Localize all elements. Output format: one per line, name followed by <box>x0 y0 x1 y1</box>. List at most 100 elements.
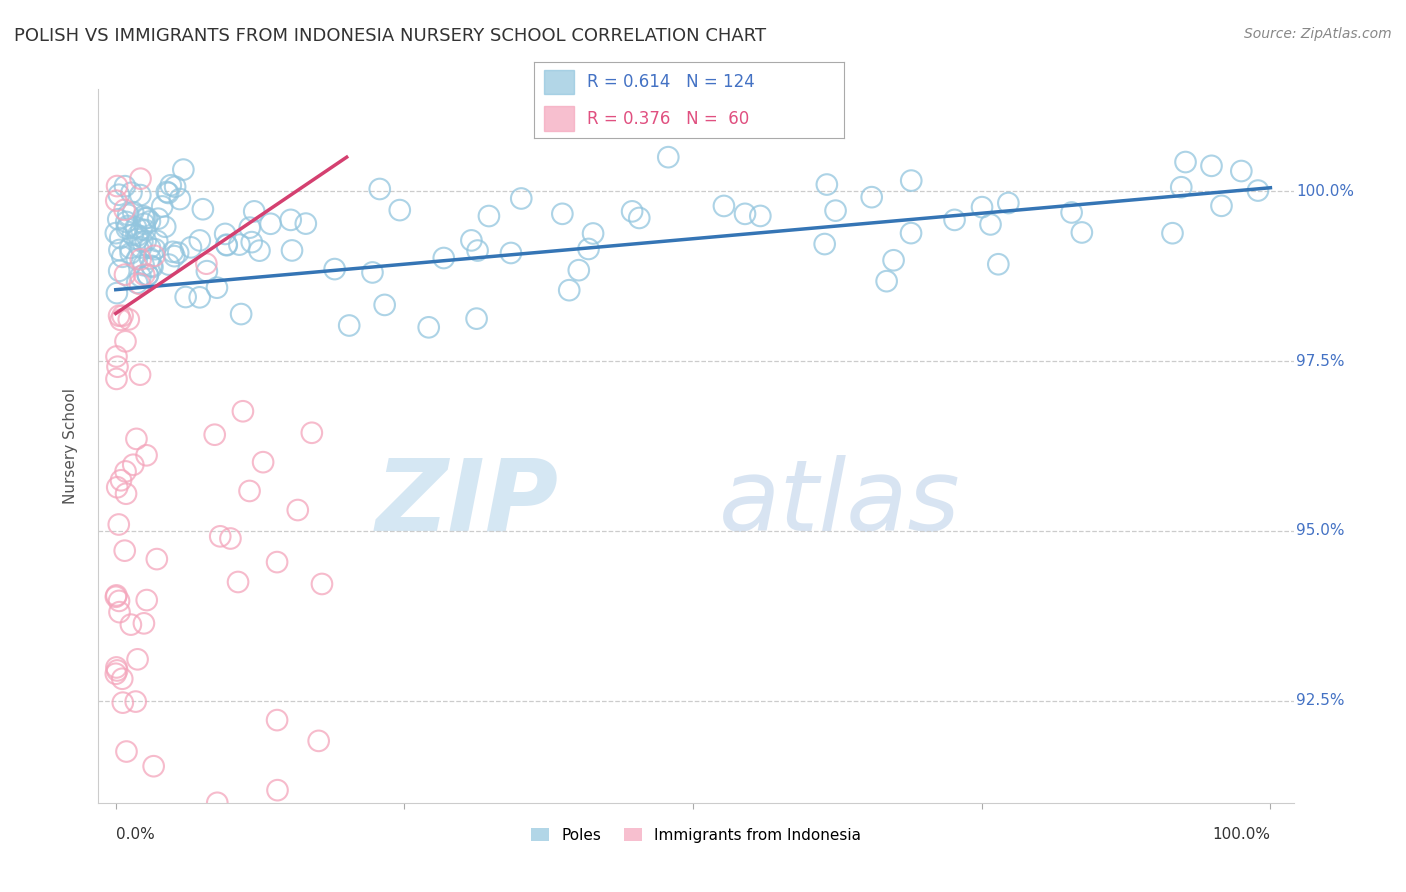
Point <box>120 617 142 632</box>
Point <box>478 209 501 223</box>
Point <box>108 594 131 608</box>
Point <box>115 221 138 235</box>
Point <box>814 237 837 252</box>
Point <box>114 334 136 349</box>
Point <box>134 217 156 231</box>
Point <box>301 425 323 440</box>
Point <box>127 276 149 290</box>
Text: Source: ZipAtlas.com: Source: ZipAtlas.com <box>1244 27 1392 41</box>
Point <box>1170 180 1192 194</box>
Point <box>111 250 134 264</box>
Point <box>205 281 228 295</box>
Point <box>280 213 302 227</box>
Point <box>128 277 150 291</box>
Point <box>105 372 128 386</box>
Point <box>141 260 163 274</box>
Text: 100.0%: 100.0% <box>1296 184 1354 199</box>
Point <box>943 213 966 227</box>
Point <box>135 448 157 462</box>
Point <box>131 222 153 236</box>
FancyBboxPatch shape <box>544 106 575 130</box>
Point <box>259 217 281 231</box>
Point <box>127 652 149 666</box>
Point <box>157 186 180 200</box>
Point <box>114 179 136 194</box>
Point <box>163 249 186 263</box>
Point <box>266 713 288 727</box>
Point <box>125 695 148 709</box>
Point <box>568 263 591 277</box>
Point <box>883 253 905 268</box>
Point <box>134 211 156 226</box>
Point <box>266 783 288 797</box>
Point <box>135 234 157 248</box>
Point <box>127 228 149 243</box>
Point <box>121 227 143 242</box>
Point <box>105 350 128 364</box>
Point <box>117 208 139 222</box>
Point <box>433 251 456 265</box>
Point <box>155 219 177 234</box>
Point <box>104 226 127 240</box>
Point <box>240 235 263 249</box>
Point <box>582 227 605 241</box>
Point <box>238 483 260 498</box>
Point <box>127 232 149 246</box>
Point <box>125 220 148 235</box>
Point <box>136 268 159 283</box>
Point <box>141 259 163 273</box>
Point <box>510 192 533 206</box>
Point <box>209 529 232 543</box>
Legend: Poles, Immigrants from Indonesia: Poles, Immigrants from Indonesia <box>524 822 868 848</box>
Point <box>1230 164 1253 178</box>
Point <box>169 192 191 206</box>
Point <box>749 209 772 223</box>
Point <box>388 203 411 218</box>
Point <box>465 311 488 326</box>
Point <box>129 240 152 254</box>
Point <box>460 233 482 247</box>
Point <box>139 214 162 228</box>
Point <box>146 211 169 226</box>
Point <box>1247 184 1270 198</box>
Point <box>107 212 129 227</box>
Point <box>105 480 128 494</box>
Point <box>105 286 128 301</box>
Point <box>860 190 883 204</box>
Point <box>105 589 128 603</box>
Point <box>129 188 152 202</box>
Point <box>120 246 142 260</box>
Point <box>108 231 131 245</box>
Point <box>122 458 145 472</box>
Point <box>1174 155 1197 169</box>
Point <box>499 246 522 260</box>
Point <box>229 307 252 321</box>
Point <box>110 313 132 327</box>
Point <box>117 219 139 233</box>
Point <box>900 226 922 240</box>
Point <box>114 543 136 558</box>
Text: atlas: atlas <box>718 455 960 551</box>
Point <box>108 309 131 323</box>
Point <box>135 593 157 607</box>
Point <box>249 244 271 258</box>
Point <box>824 203 846 218</box>
Point <box>107 517 129 532</box>
Point <box>1211 199 1233 213</box>
Point <box>132 209 155 223</box>
Point <box>621 204 644 219</box>
Point <box>120 241 142 255</box>
Point <box>114 202 136 217</box>
Point <box>191 202 214 217</box>
Point <box>243 204 266 219</box>
Point <box>125 432 148 446</box>
Point <box>219 532 242 546</box>
Point <box>368 182 391 196</box>
Point <box>114 464 136 478</box>
Point <box>734 207 756 221</box>
Point <box>252 455 274 469</box>
Point <box>146 552 169 566</box>
Point <box>134 223 156 237</box>
Point <box>110 473 132 487</box>
Point <box>281 244 304 258</box>
